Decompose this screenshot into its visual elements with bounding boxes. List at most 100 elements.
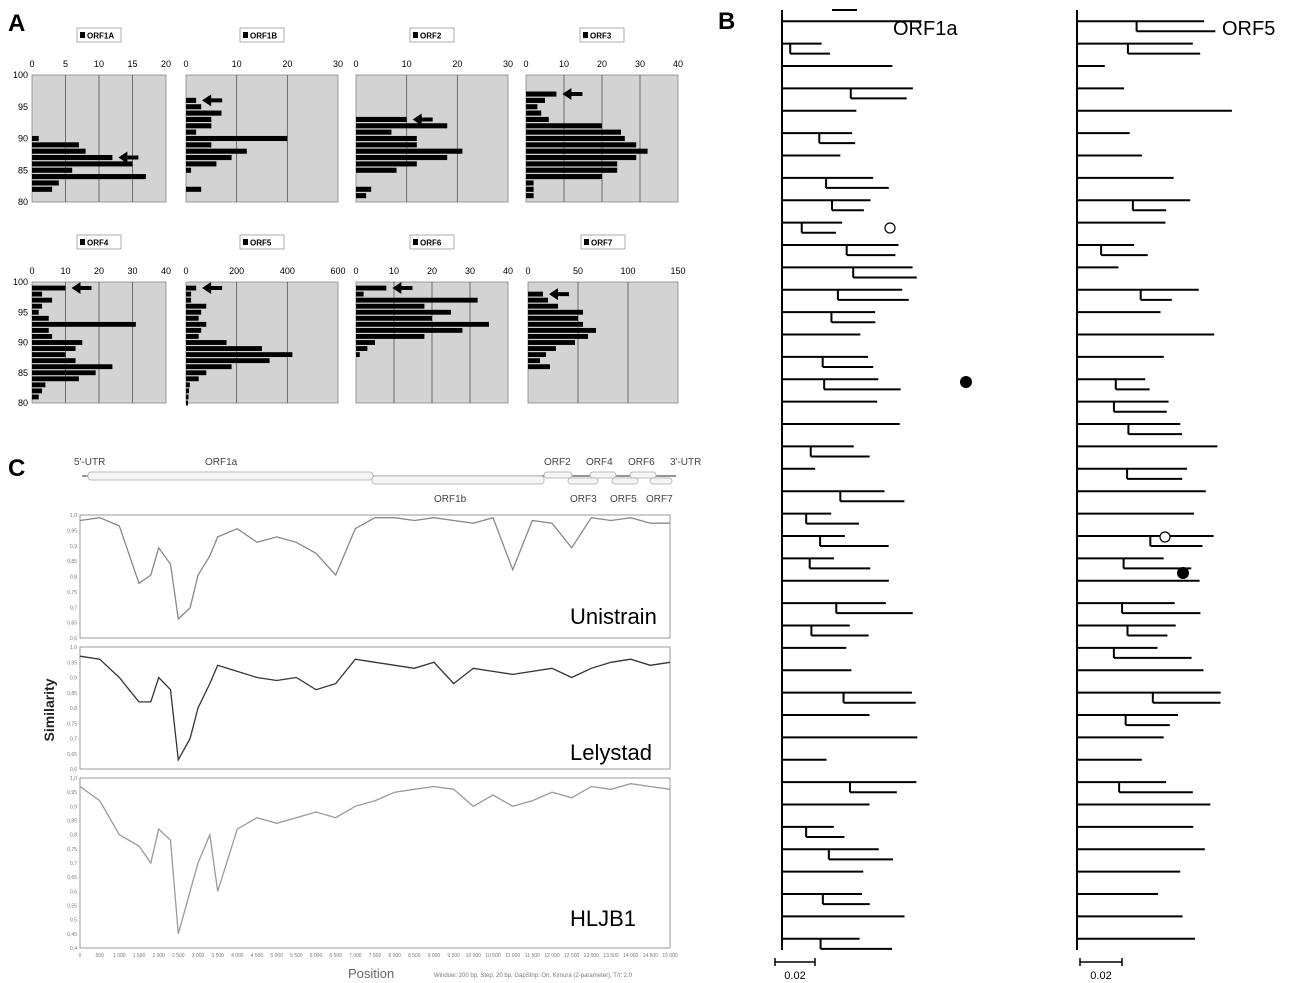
- bar: [186, 394, 189, 400]
- orf5-label: ORF5: [610, 494, 637, 505]
- y-tick-label: 0,65: [67, 875, 77, 881]
- orf4-label: ORF4: [586, 457, 613, 468]
- similarity-line: [79, 783, 671, 934]
- x-tick-label: 20: [452, 59, 462, 69]
- legend-label: ORF5: [250, 239, 272, 248]
- arrow-icon: [202, 94, 223, 107]
- y-tick-label: 0,6: [70, 636, 77, 642]
- similarity-line: [79, 516, 670, 621]
- y-tick-label: 0,65: [67, 621, 77, 627]
- bar: [526, 180, 534, 186]
- y-tick-label: 95: [18, 307, 28, 317]
- y-tick-label: 0,8: [70, 575, 77, 581]
- bar: [356, 352, 360, 358]
- bar: [356, 148, 463, 154]
- x-tick-label: 10: [389, 266, 399, 276]
- open-circle-marker: [1159, 531, 1171, 543]
- legend-box: [239, 27, 285, 43]
- utr5-label: 5'-UTR: [74, 457, 105, 468]
- legend-swatch: [584, 239, 589, 245]
- bar: [32, 315, 49, 321]
- x-tick-label: 40: [161, 266, 171, 276]
- bar: [32, 382, 46, 388]
- legend-label: ORF4: [87, 239, 109, 248]
- bar: [186, 155, 232, 161]
- y-tick-label: 0,85: [67, 559, 77, 565]
- tree-title-orf1a: ORF1a: [893, 18, 958, 40]
- x-tick-label: 5: [63, 59, 68, 69]
- legend-swatch: [243, 32, 248, 38]
- panel-label-b: B: [718, 8, 736, 35]
- y-tick-label: 1,0: [70, 513, 77, 519]
- x-tick-label: 500: [95, 953, 104, 959]
- bar: [32, 352, 66, 358]
- x-tick-label: 2 500: [172, 953, 185, 959]
- bar: [356, 142, 417, 148]
- legend-swatch: [80, 239, 85, 245]
- legend-box: [580, 234, 626, 250]
- orf1b-label: ORF1b: [434, 494, 467, 505]
- x-tick-label: 20: [427, 266, 437, 276]
- x-tick-label: 6 500: [329, 953, 342, 959]
- bar: [32, 346, 76, 351]
- x-tick-label: 20: [94, 266, 104, 276]
- legend-box: [409, 27, 455, 43]
- bar: [32, 297, 53, 303]
- bar: [526, 97, 545, 103]
- bar: [32, 327, 49, 333]
- bar: [32, 142, 79, 148]
- bar: [186, 129, 197, 135]
- bar: [32, 394, 39, 400]
- x-tick-label: 15 000: [662, 953, 678, 959]
- bar: [356, 291, 364, 297]
- x-tick-label: 0: [525, 266, 530, 276]
- orf1a-bar: [87, 471, 374, 481]
- y-tick-label: 0,85: [67, 691, 77, 697]
- bar: [186, 297, 192, 303]
- x-tick-label: 150: [670, 266, 685, 276]
- filled-circle-marker: [960, 376, 972, 388]
- y-tick-label: 0,65: [67, 752, 77, 758]
- bar: [186, 334, 199, 339]
- legend-label: ORF3: [590, 32, 612, 41]
- bar: [526, 193, 534, 199]
- bar: [528, 358, 540, 364]
- x-tick-label: 0: [183, 59, 188, 69]
- x-tick-label: 11 000: [505, 953, 520, 959]
- tree-title-orf5: ORF5: [1222, 18, 1276, 40]
- y-tick-label: 0,7: [70, 737, 77, 743]
- bar: [186, 291, 192, 297]
- x-tick-label: 20: [597, 59, 607, 69]
- bar: [32, 321, 136, 327]
- bar: [528, 297, 548, 303]
- y-tick-label: 0,75: [67, 721, 77, 727]
- orf3-bar: [567, 477, 599, 485]
- x-tick-label: 0: [183, 266, 188, 276]
- x-tick-label: 0: [29, 266, 34, 276]
- x-tick-label: 40: [673, 59, 683, 69]
- bar: [528, 352, 546, 358]
- y-tick-label: 0,9: [70, 676, 77, 682]
- bar: [526, 148, 648, 154]
- x-tick-label: 1 500: [133, 953, 146, 959]
- y-tick-label: 80: [18, 398, 28, 408]
- x-tick-label: 40: [503, 266, 513, 276]
- x-tick-label: 10: [232, 59, 242, 69]
- y-tick-label: 90: [18, 338, 28, 348]
- x-tick-label: 50: [573, 266, 583, 276]
- bar: [356, 135, 417, 142]
- x-tick-label: 13 000: [584, 953, 600, 959]
- x-tick-label: 10 000: [466, 953, 482, 959]
- x-tick-label: 15: [127, 59, 137, 69]
- bar: [32, 303, 43, 309]
- panel-label-a: A: [8, 10, 26, 37]
- x-tick-label: 200: [229, 266, 244, 276]
- x-tick-label: 7 000: [349, 953, 362, 959]
- x-tick-label: 14 000: [623, 953, 639, 959]
- y-tick-label: 0,55: [67, 904, 77, 910]
- scale-bar-label: 0.02: [1090, 970, 1111, 982]
- arrow-icon: [549, 288, 569, 301]
- bar: [356, 123, 448, 129]
- y-tick-label: 0,4: [70, 946, 77, 952]
- bar: [356, 334, 425, 339]
